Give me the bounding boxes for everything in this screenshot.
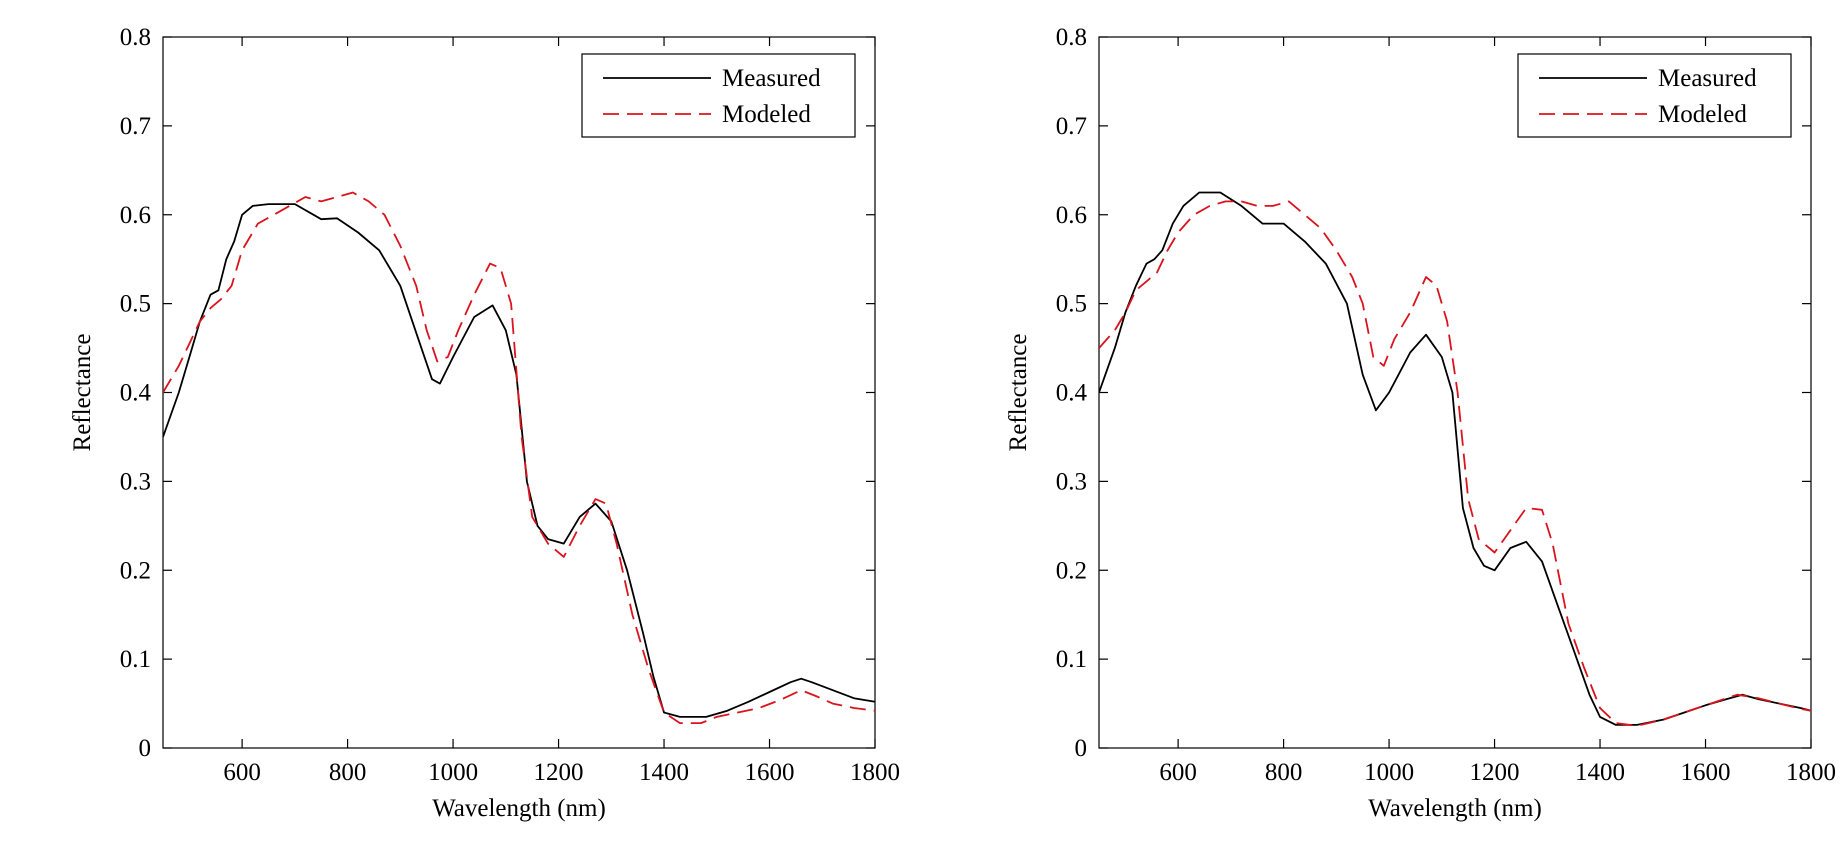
plot-area-frame [1098, 36, 1812, 749]
y-tick-label: 0.7 [120, 113, 151, 140]
y-tick-label: 0.8 [120, 24, 151, 51]
x-axis-label: Wavelength (nm) [432, 795, 606, 822]
x-tick-label: 1200 [534, 759, 584, 786]
x-tick-label: 600 [223, 759, 261, 786]
legend-label: Modeled [1658, 101, 1747, 128]
y-tick-label: 0.5 [120, 291, 151, 318]
x-tick-label: 1600 [745, 759, 795, 786]
legend-box [1517, 53, 1792, 138]
y-tick-label: 0.7 [1056, 113, 1087, 140]
chart-panel-2: 0 0.1 0.2 0.3 0.4 0.5 0.6 0.7 0.8 600 800 1000 1200 1… [1005, 24, 1836, 822]
legend-label: Modeled [722, 101, 811, 128]
y-axis-label: Reflectance [1005, 334, 1032, 452]
x-axis-label: Wavelength (nm) [1368, 795, 1542, 822]
y-tick-label: 0.2 [120, 557, 151, 584]
y-tick-label: 0.5 [1056, 291, 1087, 318]
series-line-modeled [163, 191, 875, 724]
y-tick-label: 0.3 [1056, 468, 1087, 495]
y-axis-label: Reflectance [69, 334, 96, 452]
y-tick-label: 0.6 [120, 202, 151, 229]
y-tick-label: 0.3 [120, 468, 151, 495]
x-tick-label: 1800 [1786, 759, 1836, 786]
y-tick-label: 0 [139, 735, 152, 762]
x-tick-label: 800 [1265, 759, 1303, 786]
x-tick-label: 1600 [1681, 759, 1731, 786]
x-tick-label: 1400 [639, 759, 689, 786]
x-tick-label: 1400 [1575, 759, 1625, 786]
legend: Measured Modeled [1517, 53, 1792, 138]
legend-box [581, 53, 856, 138]
series-line-modeled [1099, 200, 1811, 727]
chart-panel-1: 0 0.1 0.2 0.3 0.4 0.5 0.6 0.7 0.8 600 800 1000 1200 1… [69, 24, 900, 822]
y-tick-label: 0.4 [1056, 380, 1088, 407]
y-tick-label: 0.4 [120, 380, 152, 407]
y-tick-label: 0.1 [120, 646, 151, 673]
y-tick-label: 0.2 [1056, 557, 1087, 584]
series-line-measured [1099, 191, 1811, 726]
series-line-measured [163, 203, 875, 718]
x-tick-label: 1200 [1470, 759, 1520, 786]
y-tick-label: 0.1 [1056, 646, 1087, 673]
y-tick-label: 0.8 [1056, 24, 1087, 51]
y-tick-label: 0 [1075, 735, 1088, 762]
x-tick-label: 1000 [428, 759, 478, 786]
y-tick-label: 0.6 [1056, 202, 1087, 229]
legend-label: Measured [722, 65, 821, 92]
x-tick-label: 1000 [1364, 759, 1414, 786]
x-tick-label: 600 [1159, 759, 1197, 786]
x-tick-label: 800 [329, 759, 367, 786]
legend-label: Measured [1658, 65, 1757, 92]
legend: Measured Modeled [581, 53, 856, 138]
x-tick-label: 1800 [850, 759, 900, 786]
